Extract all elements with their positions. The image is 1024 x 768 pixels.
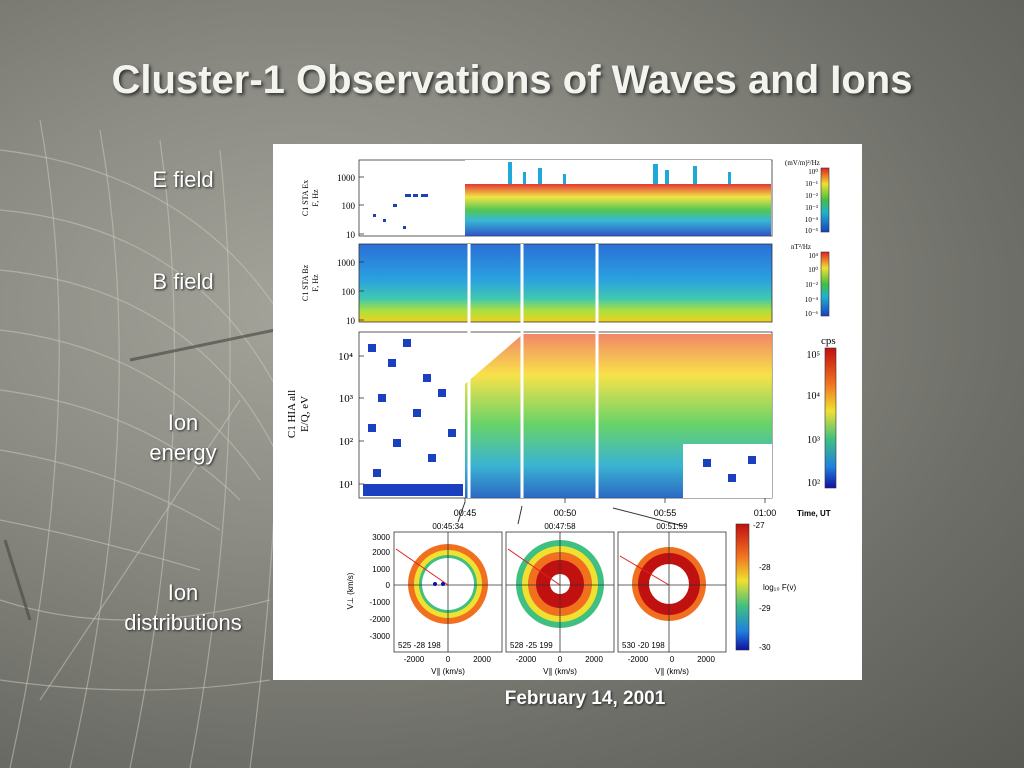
figure-date: February 14, 2001 xyxy=(504,688,666,709)
distribution-plot-2 xyxy=(505,531,615,653)
dist3-xtick-2000: 2000 xyxy=(697,655,715,664)
dist1-xlabel: V∥ (km/s) xyxy=(431,667,465,676)
e-cbar-2: 10⁻² xyxy=(805,192,818,200)
dist-colorbar xyxy=(735,523,750,651)
dist-ytick-m2000: -2000 xyxy=(370,615,391,624)
dist-annotation-2: 528 -25 199 xyxy=(510,641,553,650)
e-cbar-1: 10⁻¹ xyxy=(805,180,818,188)
ion-cbar-2: 10³ xyxy=(807,435,820,446)
dist-ytick-3000: 3000 xyxy=(372,533,390,542)
dist-ylabel: V⊥ (km/s) xyxy=(346,572,355,609)
e-cbar-0: 10⁰ xyxy=(808,168,818,176)
label-e-field: E field xyxy=(152,167,214,192)
label-ion-energy-line1: Ion xyxy=(167,410,199,435)
dist-ytick-1000: 1000 xyxy=(372,565,390,574)
e-tick-10: 10 xyxy=(346,230,356,240)
dist-time-1: 00:45:34 xyxy=(432,522,464,531)
dist3-xlabel: V∥ (km/s) xyxy=(655,667,689,676)
ion-ylabel-1: C1 HIA all xyxy=(286,390,298,438)
b-field-spectrogram: 1000 100 10 C1 STA Bz F, Hz nT²/Hz 10⁴ 1… xyxy=(301,243,830,326)
dist-cbar-m27: -27 xyxy=(753,521,765,530)
dist1-xtick-0: 0 xyxy=(446,655,451,664)
ion-cbar-3: 10² xyxy=(807,478,820,489)
e-cbar-4: 10⁻⁴ xyxy=(805,216,819,224)
ion-tick-1e3: 10³ xyxy=(339,393,354,405)
time-tick-0045: 00:45 xyxy=(454,508,477,518)
time-axis: 00:45 00:50 00:55 01:00 Time, UT xyxy=(454,498,831,527)
dist1-xtick-2000: 2000 xyxy=(473,655,491,664)
ion-cbar-1: 10⁴ xyxy=(807,391,821,402)
ion-units: cps xyxy=(821,335,836,347)
e-field-spectrogram: 1000 100 10 C1 STA Ex F, Hz (mV/m)²/Hz 1… xyxy=(301,159,830,240)
b-ylabel-2: F, Hz xyxy=(311,274,320,292)
label-b-field: B field xyxy=(152,269,214,294)
slide-title: Cluster-1 Observations of Waves and Ions xyxy=(111,58,913,102)
dist-time-3: 00:51:59 xyxy=(656,522,688,531)
b-tick-10: 10 xyxy=(346,316,356,326)
dist-cbar-m28: -28 xyxy=(759,563,771,572)
time-tick-0055: 00:55 xyxy=(654,508,677,518)
dist3-xtick-0: 0 xyxy=(670,655,675,664)
label-ion-energy-line2: energy xyxy=(149,440,217,465)
b-cbar-0: 10⁴ xyxy=(809,252,819,260)
b-tick-1000: 1000 xyxy=(337,258,356,268)
time-tick-0050: 00:50 xyxy=(554,508,577,518)
dist-cbar-label: log₁₀ F(v) xyxy=(763,583,796,592)
b-units: nT²/Hz xyxy=(791,243,811,251)
time-axis-label: Time, UT xyxy=(797,509,831,518)
dist-cbar-m30: -30 xyxy=(759,643,771,652)
ion-distributions: 00:45:34 00:47:58 00:51:59 525 -28 198 5… xyxy=(346,521,796,676)
e-ylabel-2: F, Hz xyxy=(311,189,320,207)
b-cbar-1: 10⁰ xyxy=(808,266,818,274)
e-cbar-3: 10⁻³ xyxy=(805,204,818,212)
dist-cbar-m29: -29 xyxy=(759,604,771,613)
e-cbar-5: 10⁻⁵ xyxy=(805,227,819,235)
dist-annotation-3: 530 -20 198 xyxy=(622,641,665,650)
b-ylabel-1: C1 STA Bz xyxy=(301,264,310,301)
dist-time-2: 00:47:58 xyxy=(544,522,576,531)
ion-energy-spectrogram: 10⁴ 10³ 10² 10¹ C1 HIA all E/Q, eV cps 1… xyxy=(286,331,837,499)
e-tick-100: 100 xyxy=(342,201,356,211)
distribution-plot-1 xyxy=(393,531,503,653)
label-ion-distributions-line2: distributions xyxy=(124,610,242,635)
dist-ytick-0: 0 xyxy=(386,581,391,590)
ion-ylabel-2: E/Q, eV xyxy=(299,396,311,432)
b-cbar-2: 10⁻² xyxy=(805,281,818,289)
b-cbar-4: 10⁻⁶ xyxy=(805,310,819,318)
dist-ytick-2000: 2000 xyxy=(372,548,390,557)
dist2-xtick-0: 0 xyxy=(558,655,563,664)
dist2-xtick-2000: 2000 xyxy=(585,655,603,664)
dist-ytick-m3000: -3000 xyxy=(370,632,391,641)
ion-tick-1e1: 10¹ xyxy=(339,479,353,491)
ion-cbar-0: 10⁵ xyxy=(807,350,821,361)
event-markers xyxy=(467,244,599,498)
dist-ytick-m1000: -1000 xyxy=(370,598,391,607)
b-tick-100: 100 xyxy=(342,287,356,297)
observation-figure: 1000 100 10 C1 STA Ex F, Hz (mV/m)²/Hz 1… xyxy=(273,144,862,680)
label-ion-distributions-line1: Ion xyxy=(167,580,199,605)
dist2-xtick-m2000: -2000 xyxy=(516,655,537,664)
dist-annotation-1: 525 -28 198 xyxy=(398,641,441,650)
e-ylabel-1: C1 STA Ex xyxy=(301,180,310,216)
ion-tick-1e4: 10⁴ xyxy=(338,351,353,363)
dist2-xlabel: V∥ (km/s) xyxy=(543,667,577,676)
e-tick-1000: 1000 xyxy=(337,173,356,183)
e-units: (mV/m)²/Hz xyxy=(785,159,820,167)
distribution-plot-3 xyxy=(617,531,727,653)
dist1-xtick-m2000: -2000 xyxy=(404,655,425,664)
b-cbar-3: 10⁻⁴ xyxy=(805,296,819,304)
ion-tick-1e2: 10² xyxy=(339,436,354,448)
dist3-xtick-m2000: -2000 xyxy=(628,655,649,664)
time-tick-0100: 01:00 xyxy=(754,508,777,518)
